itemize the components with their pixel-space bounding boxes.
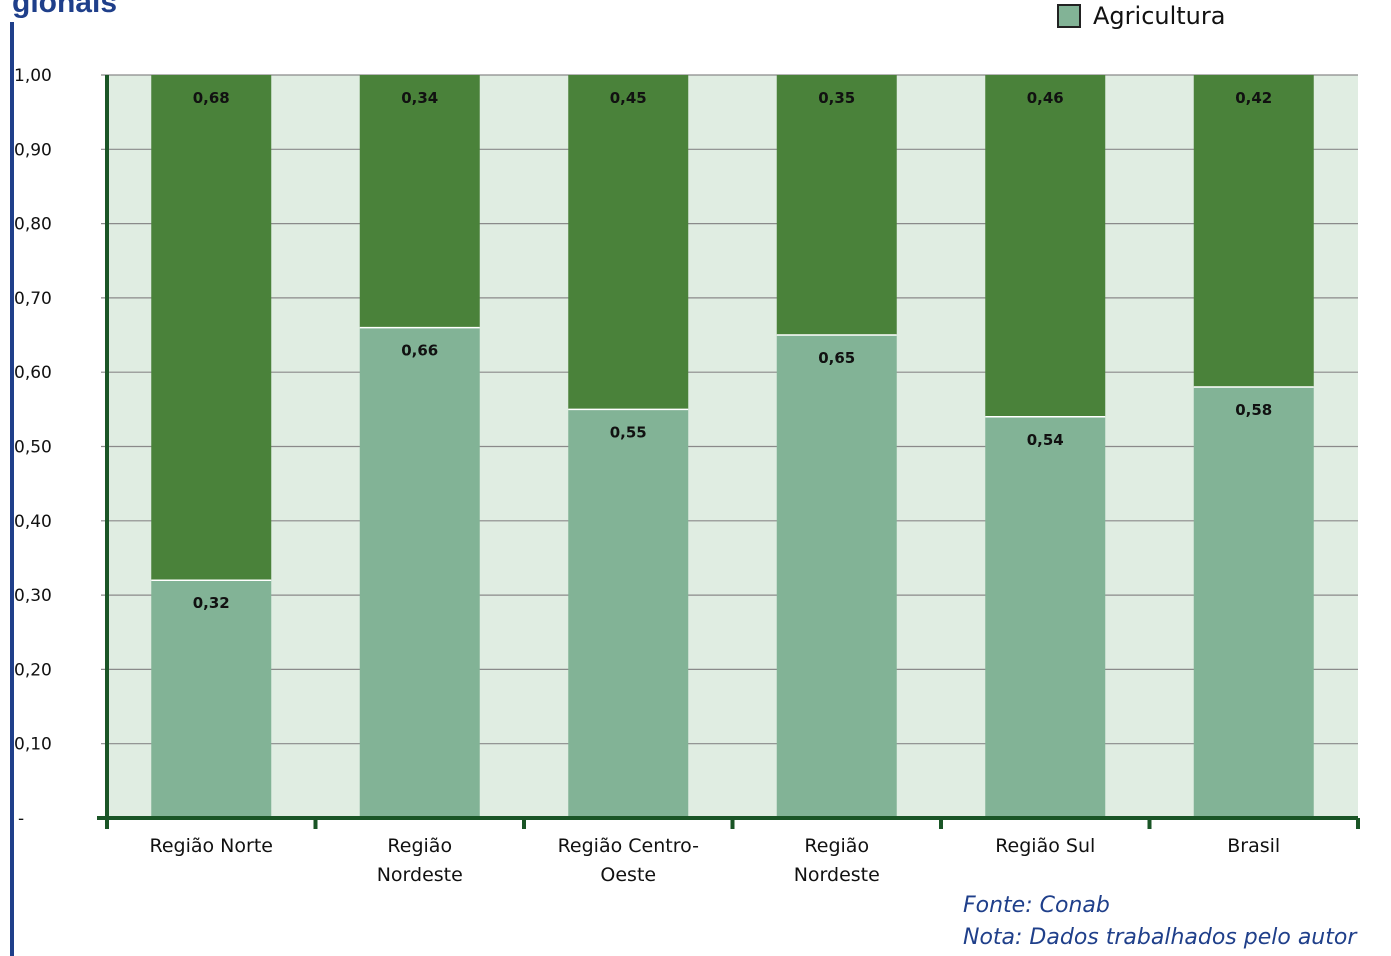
bar-segment — [985, 75, 1106, 417]
bar-segment — [359, 327, 480, 818]
y-tick-label: - — [18, 809, 24, 829]
data-label: 0,54 — [1027, 431, 1064, 449]
x-tick-label: Região Nordeste — [377, 835, 463, 886]
data-label: 0,34 — [401, 89, 438, 107]
x-tick-label-line: Nordeste — [377, 864, 463, 886]
x-tick-label-line: Oeste — [600, 864, 656, 886]
data-label: 0,46 — [1027, 89, 1064, 107]
x-tick-label-line: Região — [387, 835, 452, 857]
data-label: 0,32 — [193, 594, 230, 612]
legend-swatch — [1057, 4, 1081, 28]
bar-segment — [568, 75, 689, 410]
x-tick-label: Região Sul — [995, 835, 1095, 857]
x-tick-label: Região Nordeste — [794, 835, 880, 886]
y-tick-label: 0,30 — [14, 586, 52, 606]
data-label: 0,35 — [818, 89, 855, 107]
data-label: 0,65 — [818, 349, 855, 367]
data-label: 0,68 — [193, 89, 230, 107]
y-tick-label: 0,20 — [14, 660, 52, 680]
legend-label: Agricultura — [1093, 2, 1226, 30]
x-tick-label-line: Região Centro- — [558, 835, 699, 857]
x-tick-label: Brasil — [1227, 835, 1280, 857]
y-tick-label: 0,90 — [14, 140, 52, 160]
y-tick-label: 1,00 — [14, 66, 52, 86]
y-tick-label: 0,40 — [14, 512, 52, 532]
y-tick-label: 0,50 — [14, 438, 52, 458]
y-tick-label: 0,70 — [14, 289, 52, 309]
x-tick-label-line: Brasil — [1227, 835, 1280, 857]
chart-title: gionais — [12, 0, 118, 19]
x-tick-label-line: Região Norte — [150, 835, 273, 857]
bar-segment — [1193, 75, 1314, 388]
source-note: Fonte: Conab — [963, 893, 1110, 918]
bar-segment — [1193, 387, 1314, 818]
data-label: 0,42 — [1235, 89, 1272, 107]
x-tick-label-line: Região Sul — [995, 835, 1095, 857]
y-tick-label: 0,80 — [14, 215, 52, 235]
y-tick-label: 0,10 — [14, 735, 52, 755]
bar-segment — [776, 335, 897, 818]
bar-segment — [151, 75, 272, 581]
x-tick-label: Região Centro- Oeste — [558, 835, 699, 886]
bar-segment — [776, 75, 897, 336]
bar-segment — [151, 580, 272, 818]
y-tick-label: 0,60 — [14, 363, 52, 383]
legend: Agricultura — [1057, 2, 1225, 30]
x-tick-label-line: Região — [804, 835, 869, 857]
bar-segment — [568, 409, 689, 818]
data-label: 0,45 — [610, 89, 647, 107]
data-label: 0,58 — [1235, 401, 1272, 419]
bar-segment — [985, 416, 1106, 818]
data-label: 0,55 — [610, 423, 647, 441]
bar-segment — [359, 75, 480, 328]
x-tick-label: Região Norte — [150, 835, 273, 857]
left-accent-rule — [10, 22, 14, 956]
data-note: Nota: Dados trabalhados pelo autor — [963, 925, 1357, 950]
x-tick-label-line: Nordeste — [794, 864, 880, 886]
data-label: 0,66 — [401, 342, 438, 360]
